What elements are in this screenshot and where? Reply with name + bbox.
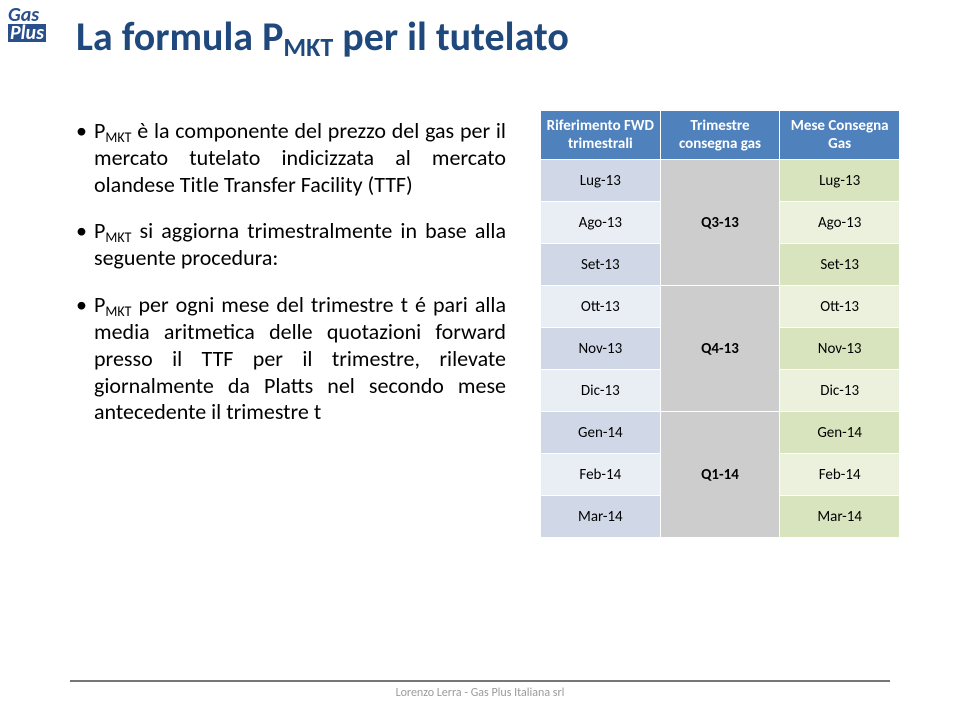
cell-month: Nov-13 (780, 328, 900, 370)
cell-fwd: Ott-13 (541, 286, 661, 328)
schedule-table: Riferimento FWD trimestraliTrimestre con… (540, 110, 900, 538)
bullet-text: PMKT è la componente del prezzo del gas … (94, 118, 506, 198)
cell-month: Dic-13 (780, 370, 900, 412)
cell-quarter: Q4-13 (660, 286, 780, 412)
cell-fwd: Gen-14 (541, 412, 661, 454)
cell-month: Lug-13 (780, 160, 900, 202)
cell-fwd: Mar-14 (541, 496, 661, 538)
cell-month: Ott-13 (780, 286, 900, 328)
table-row: Lug-13Q3-13Lug-13 (541, 160, 900, 202)
cell-fwd: Nov-13 (541, 328, 661, 370)
cell-fwd: Set-13 (541, 244, 661, 286)
logo-bottom: Plus (8, 24, 46, 42)
subscript: MKT (105, 129, 131, 146)
cell-quarter: Q3-13 (660, 160, 780, 286)
bullet-list: •PMKT è la componente del prezzo del gas… (76, 118, 506, 446)
table-header: Mese Consegna Gas (780, 111, 900, 160)
cell-month: Feb-14 (780, 454, 900, 496)
bullet-text: PMKT si aggiorna trimestralmente in base… (94, 218, 506, 272)
cell-quarter: Q1-14 (660, 412, 780, 538)
bullet-dot: • (76, 292, 94, 426)
footer-text: Lorenzo Lerra - Gas Plus Italiana srl (396, 686, 565, 700)
bullet-text: PMKT per ogni mese del trimestre t é par… (94, 292, 506, 426)
title-sub: MKT (283, 31, 333, 63)
subscript: MKT (105, 303, 131, 320)
bullet-item: •PMKT è la componente del prezzo del gas… (76, 118, 506, 198)
cell-fwd: Lug-13 (541, 160, 661, 202)
cell-fwd: Feb-14 (541, 454, 661, 496)
cell-month: Ago-13 (780, 202, 900, 244)
footer: Lorenzo Lerra - Gas Plus Italiana srl (0, 680, 960, 700)
footer-line (70, 680, 890, 682)
bullet-dot: • (76, 218, 94, 272)
table-header: Riferimento FWD trimestrali (541, 111, 661, 160)
cell-month: Set-13 (780, 244, 900, 286)
title-suffix: per il tutelato (333, 12, 569, 61)
bullet-dot: • (76, 118, 94, 198)
cell-month: Gen-14 (780, 412, 900, 454)
title-prefix: La formula P (76, 12, 283, 61)
bullet-item: •PMKT si aggiorna trimestralmente in bas… (76, 218, 506, 272)
cell-fwd: Dic-13 (541, 370, 661, 412)
cell-month: Mar-14 (780, 496, 900, 538)
page-title: La formula PMKT per il tutelato (76, 12, 569, 61)
bullet-item: •PMKT per ogni mese del trimestre t é pa… (76, 292, 506, 426)
table-header: Trimestre consegna gas (660, 111, 780, 160)
table-row: Ott-13Q4-13Ott-13 (541, 286, 900, 328)
table-row: Gen-14Q1-14Gen-14 (541, 412, 900, 454)
logo: Gas Plus (8, 6, 66, 42)
subscript: MKT (105, 229, 131, 246)
cell-fwd: Ago-13 (541, 202, 661, 244)
